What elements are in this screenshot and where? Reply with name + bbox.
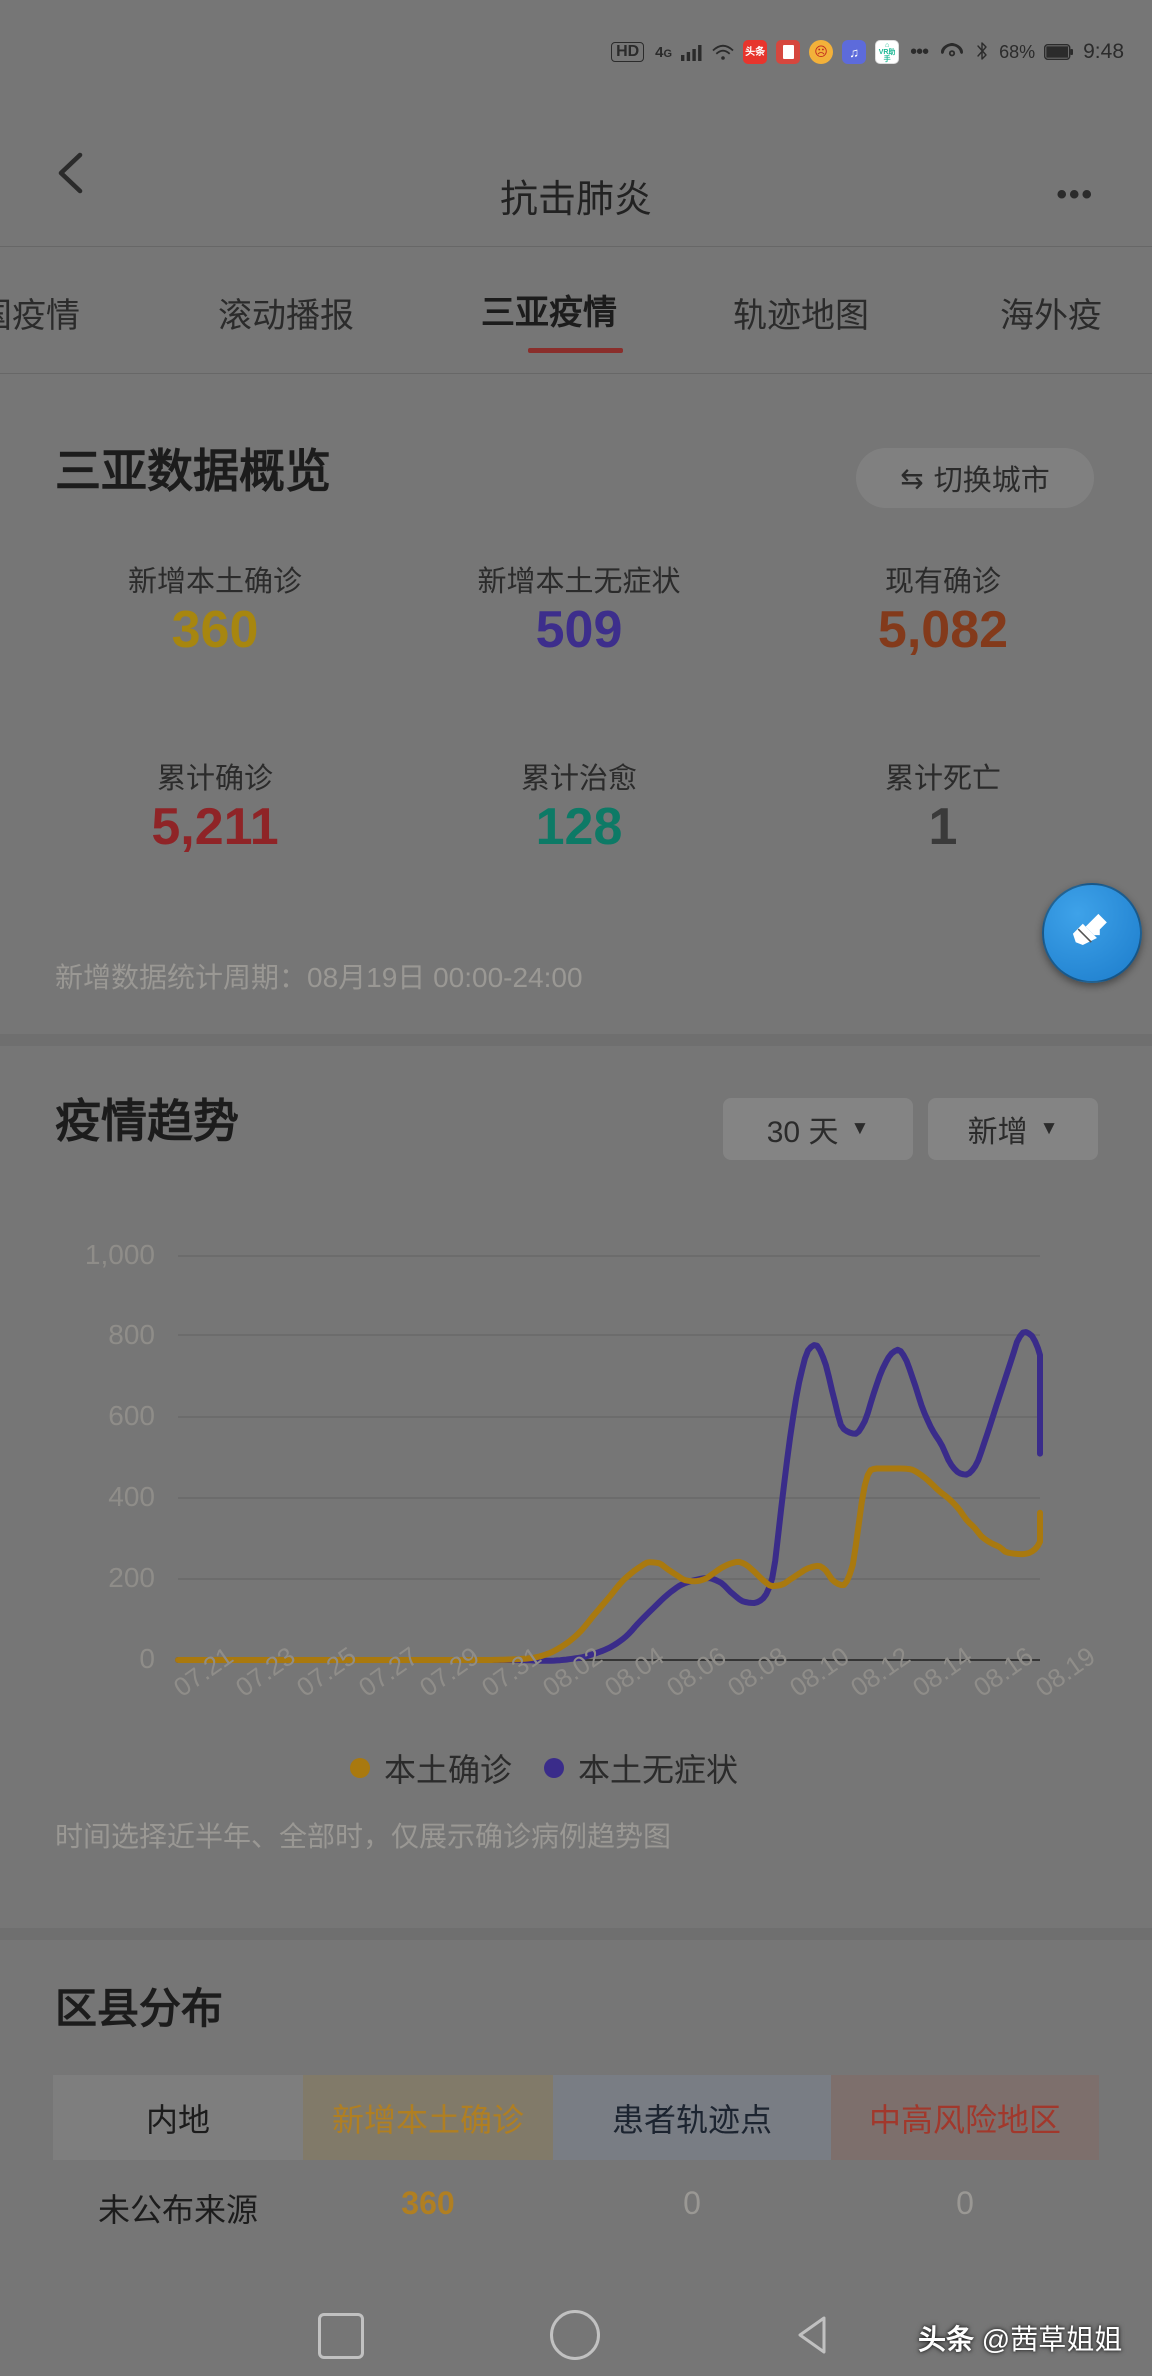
svg-text:1,000: 1,000 [85, 1239, 155, 1270]
svg-text:200: 200 [108, 1562, 155, 1593]
svg-text:600: 600 [108, 1400, 155, 1431]
svg-text:800: 800 [108, 1319, 155, 1350]
svg-text:0: 0 [139, 1643, 155, 1674]
svg-text:400: 400 [108, 1481, 155, 1512]
